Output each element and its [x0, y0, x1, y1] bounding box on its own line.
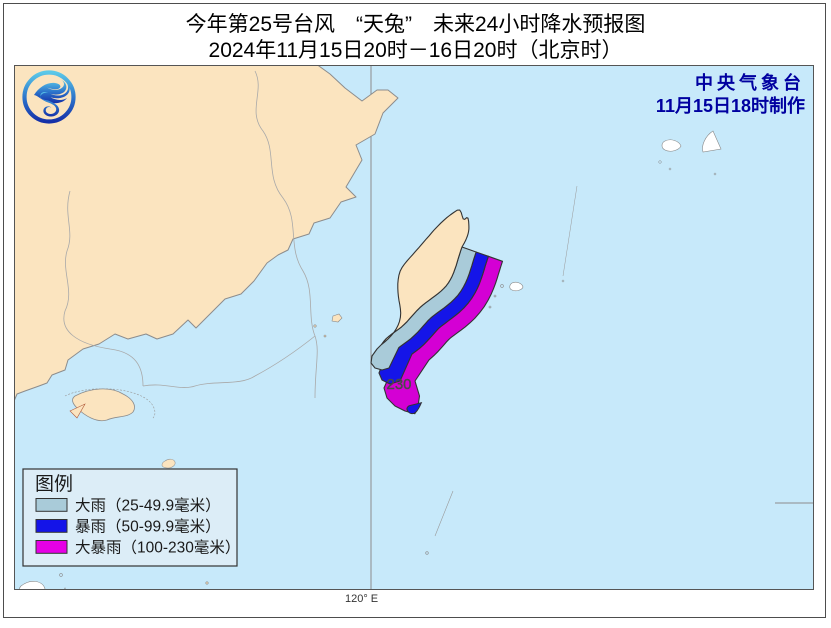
svg-text:11月15日18时制作: 11月15日18时制作: [656, 95, 805, 116]
svg-text:大暴雨（100-230毫米）: 大暴雨（100-230毫米）: [75, 538, 240, 557]
svg-text:暴雨（50-99.9毫米）: 暴雨（50-99.9毫米）: [75, 517, 221, 536]
svg-text:大雨（25-49.9毫米）: 大雨（25-49.9毫米）: [75, 496, 221, 515]
svg-text:中央气象台: 中央气象台: [695, 72, 805, 93]
svg-text:230: 230: [386, 376, 411, 393]
svg-text:图例: 图例: [35, 473, 73, 495]
